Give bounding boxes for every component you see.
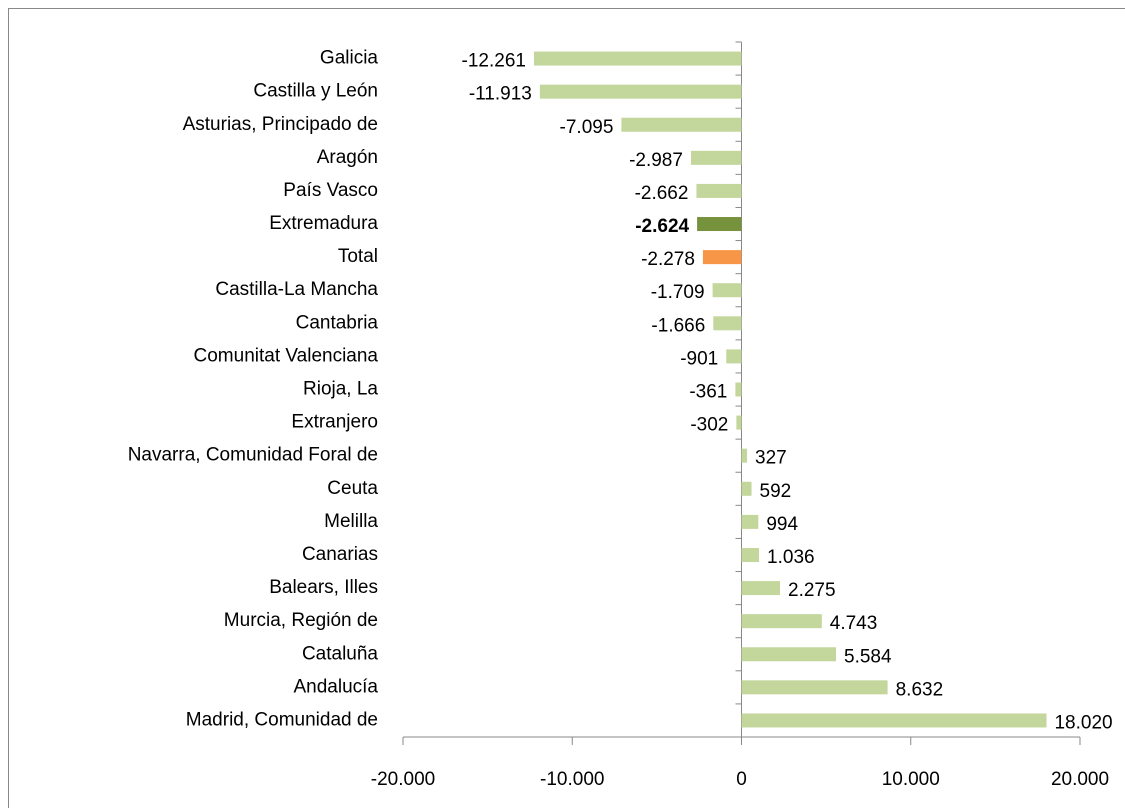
value-label: 5.584 [844,646,892,667]
x-tick-label: -10.000 [540,769,604,790]
bar [712,283,742,298]
bar [696,183,742,198]
bar [736,415,742,430]
bar [621,117,742,132]
value-label: 994 [766,514,798,535]
value-label: 8.632 [896,679,944,700]
value-label: -2.662 [635,183,689,204]
category-label: Balears, Illes [269,577,378,598]
bar [702,250,742,265]
bar [741,448,748,463]
category-label: País Vasco [283,180,378,201]
category-label: Extranjero [291,412,378,433]
value-label: 2.275 [788,580,836,601]
category-label: Andalucía [293,676,378,697]
category-label: Rioja, La [303,379,378,400]
value-label: -7.095 [560,117,614,138]
category-label: Aragón [317,147,378,168]
category-label: Canarias [302,544,378,565]
x-tick-label: 0 [736,769,747,790]
x-tick-label: 20.000 [1051,769,1109,790]
category-label: Navarra, Comunidad Foral de [128,445,378,466]
value-label: 327 [755,448,787,469]
category-label: Castilla y León [253,81,378,102]
x-tick-label: -20.000 [371,769,435,790]
value-label: -2.278 [641,249,695,270]
bar [690,150,742,165]
category-label: Murcia, Región de [224,610,378,631]
value-label: -302 [690,415,728,436]
category-label: Asturias, Principado de [183,114,378,135]
bar [741,614,822,629]
category-label: Comunitat Valenciana [194,345,379,366]
bar [735,382,742,397]
category-label: Melilla [324,511,378,532]
value-label: 592 [760,481,792,502]
value-label: -2.624 [635,216,689,237]
category-label: Ceuta [327,478,378,499]
value-label: -361 [689,382,727,403]
bar [713,316,742,331]
bar [741,514,759,529]
value-label: -901 [680,348,718,369]
chart-border [8,8,1125,808]
value-label: -1.666 [651,315,705,336]
x-tick-label: 10.000 [882,769,940,790]
value-label: 1.036 [767,547,815,568]
category-label: Total [338,246,378,267]
value-label: 4.743 [830,613,878,634]
bar [741,713,1047,728]
bar [726,349,742,364]
category-label: Cataluña [302,643,378,664]
value-label: -11.913 [469,84,532,105]
value-label: -12.261 [462,51,526,72]
category-label: Castilla-La Mancha [215,279,378,300]
bar [697,217,742,232]
value-label: 18.020 [1054,712,1112,733]
bar [741,680,888,695]
bar [741,481,752,496]
bar [741,547,760,562]
category-label: Madrid, Comunidad de [186,709,378,730]
value-label: -1.709 [651,282,705,303]
value-label: -2.987 [629,150,683,171]
category-label: Galicia [320,48,379,69]
category-label: Cantabria [296,312,379,333]
category-label: Extremadura [269,213,378,234]
bar [539,84,742,99]
bar [533,51,742,66]
bar [741,647,837,662]
bar [741,581,781,596]
